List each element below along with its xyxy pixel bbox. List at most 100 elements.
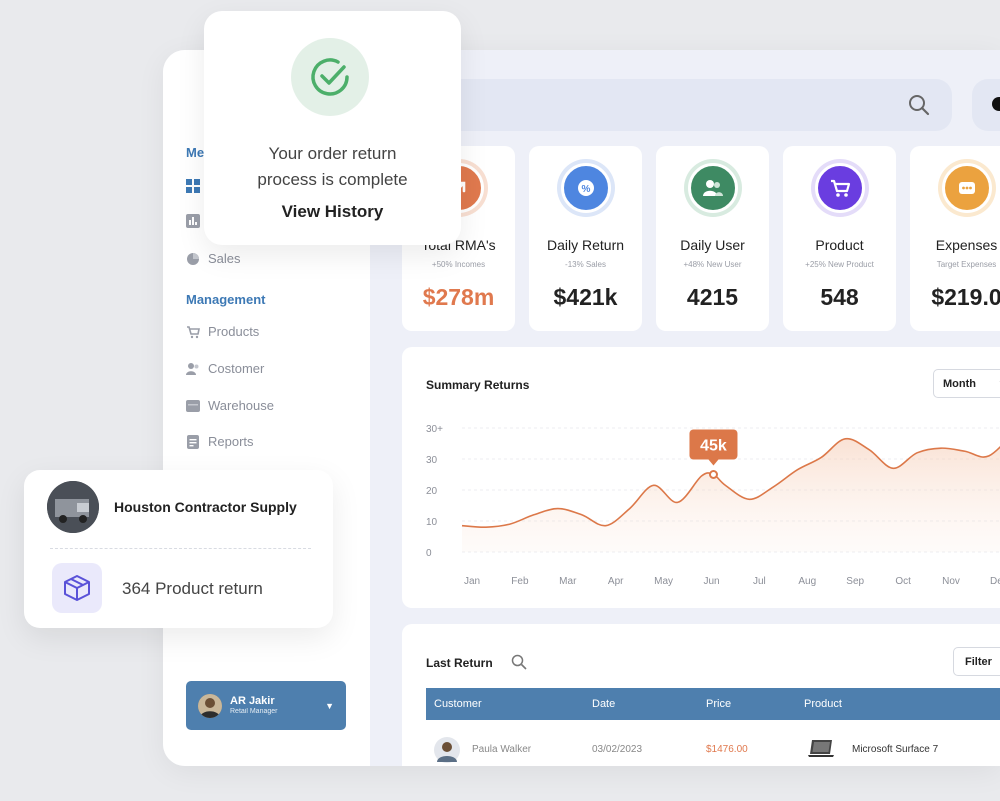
sidebar-item-label: Sales — [208, 251, 241, 266]
stat-card-daily-return[interactable]: % Daily Return -13% Sales $421k — [529, 146, 642, 331]
sidebar-item-dashboard[interactable] — [186, 179, 208, 193]
toast-message-line-2: process is complete — [257, 170, 408, 189]
x-tick-label: Aug — [798, 576, 816, 587]
toast-message: Your order return process is complete — [204, 141, 461, 193]
stat-card-product[interactable]: Product +25% New Product 548 — [783, 146, 896, 331]
card-value: 4215 — [686, 284, 739, 310]
row-date: 03/02/2023 — [592, 744, 643, 755]
sidebar-item-products[interactable]: Products — [186, 324, 259, 339]
last-return-panel: Last Return Filter Customer Date Price P… — [402, 624, 1000, 766]
x-tick-label: Dec — [990, 576, 1000, 587]
sidebar-item-analytics[interactable] — [186, 214, 208, 228]
card-subtitle: Target Expenses — [936, 260, 997, 269]
warehouse-icon — [186, 399, 200, 413]
search-icon[interactable] — [908, 94, 930, 116]
icon-ring: % — [557, 159, 615, 217]
pie-icon — [186, 252, 200, 266]
data-tooltip — [689, 429, 738, 460]
row-price: $1476.00 — [706, 744, 748, 755]
icon-ring — [811, 159, 869, 217]
view-history-link[interactable]: View History — [281, 202, 384, 221]
x-tick-label: Oct — [895, 576, 911, 587]
report-icon — [186, 434, 200, 449]
card-value: $421k — [553, 284, 618, 310]
menu-section-label: Me — [186, 145, 205, 160]
search-input[interactable]: h — [436, 79, 952, 131]
column-header-product[interactable]: Product — [804, 698, 842, 710]
check-circle-icon — [291, 38, 369, 116]
highlight-point — [708, 470, 718, 479]
sidebar-item-label: Warehouse — [208, 398, 274, 413]
avatar — [198, 693, 222, 718]
x-tick-label: Sep — [846, 576, 864, 587]
x-tick-label: May — [654, 576, 673, 587]
stat-card-expenses[interactable]: Expenses Target Expenses $219.0 — [910, 146, 1000, 331]
supplier-name: Houston Contractor Supply — [114, 499, 297, 515]
x-tick-label: Apr — [608, 576, 624, 587]
y-tick-label: 20 — [426, 486, 438, 497]
icon-ring — [938, 159, 996, 217]
table-header: Customer Date Price Product — [426, 688, 1000, 720]
filter-button[interactable]: Filter — [953, 647, 1000, 676]
tooltip-pointer — [708, 459, 719, 466]
returns-chart: 0 10 20 30 30+ Jan Feb Mar Apr May Jun Jul Aug Sep Oct… — [426, 424, 1000, 587]
column-header-customer[interactable]: Customer — [434, 698, 482, 710]
card-subtitle: +25% New Product — [805, 260, 874, 269]
toast-message-line-1: Your order return — [268, 144, 397, 163]
users-icon — [186, 362, 200, 376]
sidebar-item-customer[interactable]: Costomer — [186, 361, 264, 376]
sidebar-item-reports[interactable]: Reports — [186, 434, 254, 449]
user-role: Retail Manager — [230, 708, 278, 715]
period-select[interactable]: Month ▼ — [933, 369, 1000, 398]
column-header-date[interactable]: Date — [592, 698, 616, 710]
x-tick-label: Jun — [703, 576, 719, 587]
supplier-card: Houston Contractor Supply 364 Product re… — [24, 470, 333, 628]
row-customer: Paula Walker — [472, 744, 532, 755]
card-value: 548 — [820, 284, 859, 310]
y-tick-label: 0 — [426, 548, 432, 559]
supplier-avatar — [47, 481, 99, 533]
sidebar-item-label: Costomer — [208, 361, 265, 376]
icon-ring — [684, 159, 742, 217]
row-product: Microsoft Surface 7 — [852, 744, 939, 755]
y-tick-label: 10 — [426, 517, 438, 528]
discount-icon: % — [561, 163, 611, 213]
card-title: Daily Return — [546, 237, 625, 253]
card-title: Product — [815, 237, 864, 253]
card-title: Daily User — [680, 237, 745, 253]
bar-chart-icon — [186, 214, 200, 228]
svg-text:%: % — [582, 184, 591, 195]
package-icon — [52, 563, 102, 613]
main-content: h Total RMA's +50% Incomes $278m % Daily… — [370, 50, 1000, 766]
x-tick-label: Jul — [753, 576, 766, 587]
column-header-price[interactable]: Price — [706, 698, 732, 710]
cart-icon — [186, 325, 200, 339]
chevron-down-icon: ▼ — [325, 700, 334, 711]
grid-icon — [186, 179, 200, 193]
search-icon[interactable] — [511, 654, 527, 670]
chevron-down-icon: ▼ — [998, 379, 1000, 388]
stat-card-daily-user[interactable]: Daily User +48% New User 4215 — [656, 146, 769, 331]
x-tick-label: Feb — [511, 576, 529, 587]
user-menu-button[interactable]: AR Jakir Retail Manager ▼ — [186, 681, 346, 730]
theme-toggle-button[interactable] — [972, 79, 1000, 131]
sidebar-item-label: Reports — [208, 434, 254, 449]
user-name: AR Jakir — [230, 695, 275, 707]
moon-icon — [992, 97, 1000, 111]
y-tick-label: 30 — [426, 455, 438, 466]
sidebar-item-warehouse[interactable]: Warehouse — [186, 398, 274, 413]
product-return-count: 364 Product return — [122, 579, 263, 598]
divider — [50, 548, 311, 549]
card-subtitle: -13% Sales — [565, 260, 606, 269]
card-subtitle: +48% New User — [683, 260, 742, 269]
card-subtitle: +50% Incomes — [431, 260, 486, 269]
y-tick-label: 30+ — [426, 424, 443, 435]
series-line — [461, 437, 1000, 529]
customer-avatar — [434, 737, 460, 763]
management-section-label: Management — [186, 292, 266, 307]
chart-title: Summary Returns — [426, 378, 530, 392]
table-row[interactable]: Paula Walker 03/02/2023 $1476.00 Microso… — [426, 734, 1000, 764]
sidebar-item-sales[interactable]: Sales — [186, 251, 241, 266]
period-select-value: Month — [943, 378, 976, 390]
more-icon — [942, 163, 992, 213]
